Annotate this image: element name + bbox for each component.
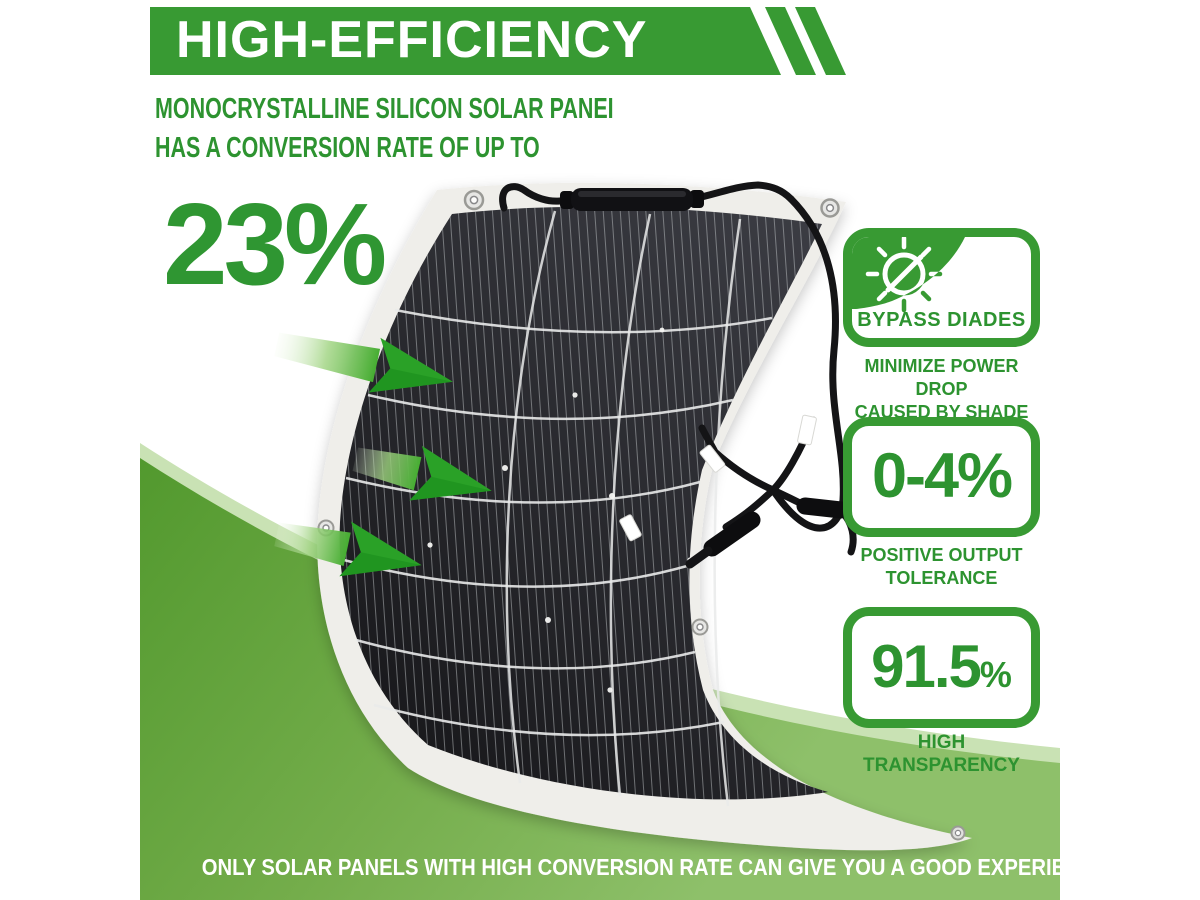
cables-and-connectors [499,181,857,569]
caption-line: TOLERANCE [885,568,998,588]
arrow-3 [274,521,422,577]
footer-slogan: ONLY SOLAR PANELS WITH HIGH CONVERSION R… [201,854,1108,880]
feature-box-bypass-diodes: BYPASS DIADES [843,228,1040,347]
mc4-connector-left [703,511,761,557]
panel-column-gridlines [505,210,742,807]
caption-line: HIGH TRANSPARENCY [863,732,1020,776]
junction-sleeve [560,188,704,211]
grommet-eyelets [317,189,966,841]
intro-line-1: MONOCRYSTALLINE SILICON SOLAR PANEI [155,93,614,125]
mc4-connector-right [796,497,850,519]
cable-top-left [499,183,577,212]
intro-line-2: HAS A CONVERSION RATE OF UP TO [155,132,540,164]
mc4-connectors [685,497,850,569]
feature-box-output-tolerance: 0-4% [843,417,1040,537]
feature-value-transparency: 91.5% [852,616,1031,719]
intro-text: MONOCRYSTALLINE SILICON SOLAR PANEI HAS … [155,90,775,168]
efficiency-arrows [274,332,492,577]
sun-diode-icon [852,237,1031,318]
caption-line: POSITIVE OUTPUT [860,545,1023,565]
transparency-unit: % [979,654,1012,695]
page-title: HIGH-EFFICIENCY [176,11,648,69]
conversion-rate-value: 23% [163,179,387,309]
feature-box-transparency: 91.5% [843,607,1040,728]
transparency-number: 91.5 [871,633,982,700]
feature-value-output-tolerance: 0-4% [871,441,1013,511]
feature-caption-bypass-diodes: MINIMIZE POWER DROP CAUSED BY SHADE [843,355,1040,424]
solar-panel-illustration [317,182,972,851]
feature-caption-transparency: HIGH TRANSPARENCY [843,731,1040,777]
panel-cables [499,181,857,556]
panel-row-gridlines [343,308,773,737]
caption-line: MINIMIZE POWER DROP [864,356,1019,399]
feature-caption-output-tolerance: POSITIVE OUTPUT TOLERANCE [843,544,1040,590]
feature-label-bypass-diodes: BYPASS DIADES [857,309,1026,331]
panel-cell-strings [339,206,828,800]
arrow-2 [352,445,492,501]
arrow-1 [274,332,453,393]
mc4-plug-left [685,546,713,569]
cable-top-right [689,181,795,203]
header-banner: HIGH-EFFICIENCY [150,7,781,75]
cable-tags [619,414,817,542]
cable-right-b [698,424,810,510]
